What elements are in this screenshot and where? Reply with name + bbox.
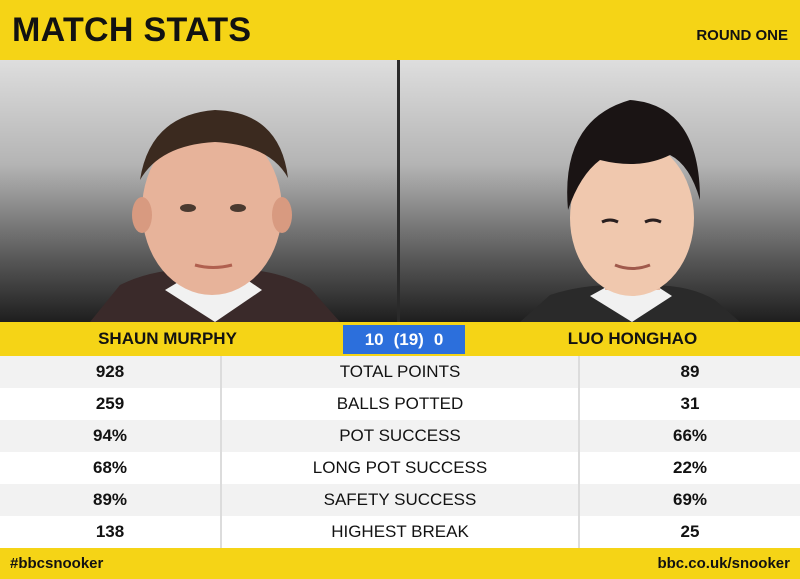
website-link[interactable]: bbc.co.uk/snooker bbox=[657, 555, 790, 572]
stat-left-value: 928 bbox=[95, 362, 125, 381]
stat-label: SAFETY SUCCESS bbox=[220, 484, 580, 516]
stat-label: TOTAL POINTS bbox=[220, 356, 580, 388]
player-name-right: LUO HONGHAO bbox=[567, 329, 698, 348]
score-frames: (19) bbox=[393, 329, 424, 349]
stats-row: 138 HIGHEST BREAK 25 bbox=[0, 516, 800, 548]
stat-left-value: 259 bbox=[95, 394, 125, 413]
stat-left-value: 94% bbox=[92, 426, 128, 445]
stat-right-value: 66% bbox=[672, 426, 708, 445]
stat-left-value: 68% bbox=[92, 458, 128, 477]
player-photo-right bbox=[400, 60, 800, 322]
page-title: MATCH STATS bbox=[12, 10, 252, 49]
stats-row: 89% SAFETY SUCCESS 69% bbox=[0, 484, 800, 516]
player-portrait-left-icon bbox=[90, 110, 340, 322]
stat-label: POT SUCCESS bbox=[220, 420, 580, 452]
stats-row: 94% POT SUCCESS 66% bbox=[0, 420, 800, 452]
stat-left-value: 89% bbox=[92, 490, 128, 509]
stat-label: LONG POT SUCCESS bbox=[220, 452, 580, 484]
stat-label: HIGHEST BREAK bbox=[220, 516, 580, 548]
stat-label: BALLS POTTED bbox=[220, 388, 580, 420]
player-portrait-right-icon bbox=[520, 100, 740, 322]
stat-right-value: 25 bbox=[680, 522, 700, 541]
score-right: 0 bbox=[433, 329, 444, 349]
stats-row: 68% LONG POT SUCCESS 22% bbox=[0, 452, 800, 484]
stat-left-value: 138 bbox=[95, 522, 125, 541]
stats-row: 928 TOTAL POINTS 89 bbox=[0, 356, 800, 388]
player-name-left: SHAUN MURPHY bbox=[98, 329, 237, 348]
player-photos bbox=[0, 60, 800, 322]
stat-right-value: 69% bbox=[672, 490, 708, 509]
hashtag-text: #bbcsnooker bbox=[10, 555, 104, 572]
stats-row: 259 BALLS POTTED 31 bbox=[0, 388, 800, 420]
stats-table: 928 TOTAL POINTS 89 259 BALLS POTTED 31 … bbox=[0, 356, 800, 548]
header-bar: MATCH STATS ROUND ONE bbox=[0, 0, 800, 60]
score-left: 10 bbox=[364, 329, 384, 349]
stat-right-value: 22% bbox=[672, 458, 708, 477]
stat-right-value: 31 bbox=[680, 394, 700, 413]
round-label: ROUND ONE bbox=[696, 26, 788, 44]
footer-bar: #bbcsnooker bbc.co.uk/snooker bbox=[0, 548, 800, 579]
score-badge: 10 (19) 0 bbox=[343, 325, 465, 354]
player-photo-left bbox=[0, 60, 400, 322]
stat-right-value: 89 bbox=[680, 362, 700, 381]
